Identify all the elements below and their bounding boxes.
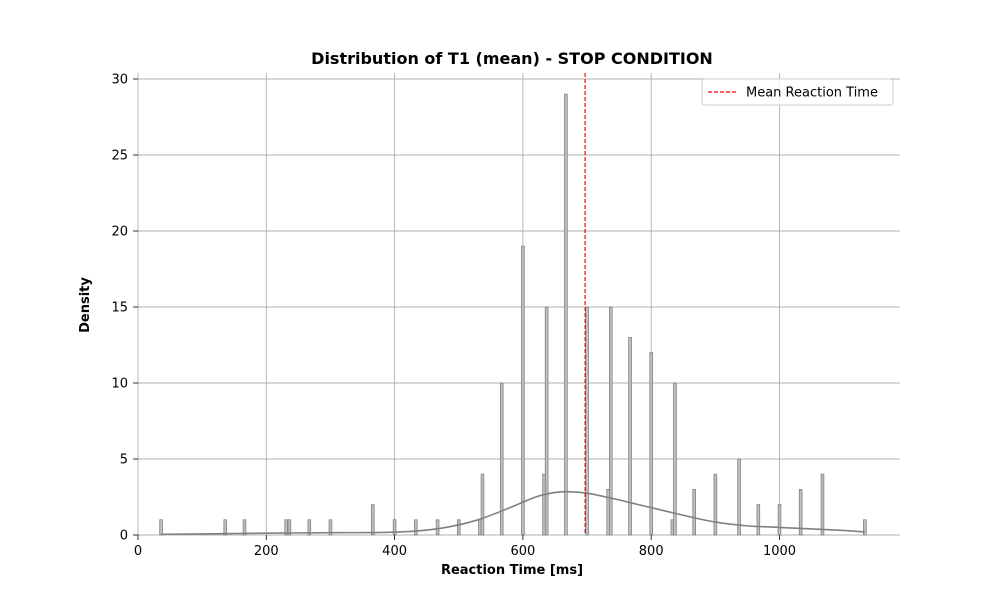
histogram-bar [713,473,718,536]
histogram-bar [159,519,163,536]
histogram-bar [499,382,504,536]
y-tick-label: 10 [111,377,128,392]
x-tick-label: 800 [639,544,664,559]
histogram-bar [371,504,375,536]
histogram-bar [521,245,525,536]
kde-curve [161,490,865,536]
histogram-bar [777,504,782,536]
histogram-bar [756,504,761,536]
legend: Mean Reaction Time [701,78,894,106]
x-axis-title: Reaction Time [ms] [441,563,583,578]
histogram-bar [585,306,589,536]
histogram-bar [242,519,247,536]
y-tick-label: 0 [120,529,128,544]
chart-title: Distribution of T1 (mean) - STOP CONDITI… [311,49,713,68]
histogram-bar [435,519,440,536]
histogram-bar [328,519,333,536]
histogram-bar [863,519,867,536]
y-tick-label: 20 [111,225,128,240]
histogram-bar [456,519,461,536]
y-tick-label: 15 [111,301,128,316]
legend-label-mean-reaction-time: Mean Reaction Time [746,86,878,101]
histogram-bar [737,458,741,536]
histogram-bar [692,488,696,536]
histogram-bar [544,306,549,536]
histogram-bar [287,519,292,536]
grid [137,73,900,536]
x-tick-label: 1000 [763,544,796,559]
y-tick-label: 30 [111,73,128,88]
x-tick-label: 400 [382,544,407,559]
histogram-bar [223,519,228,536]
y-axis-title: Density [78,277,93,333]
x-tick-label: 200 [254,544,279,559]
histogram-bar [628,336,632,536]
histogram-bars [159,93,867,536]
histogram-bar [564,93,568,536]
histogram-bar [820,473,825,536]
x-tick-label: 0 [134,544,142,559]
x-axis: 0 200 400 600 800 1000 [134,535,796,559]
histogram-bar [413,519,418,536]
histogram-bar [284,519,288,536]
histogram-bar [673,382,677,536]
y-tick-label: 25 [111,149,128,164]
x-tick-label: 600 [510,544,535,559]
histogram-bar [307,519,312,536]
legend-box [701,78,894,106]
y-axis: 0 5 10 15 20 25 30 [111,73,138,544]
histogram-bar [798,488,803,536]
kde-layer [161,490,865,536]
y-tick-label: 5 [120,453,128,468]
histogram-bar [609,306,613,536]
histogram-bar [480,473,485,536]
